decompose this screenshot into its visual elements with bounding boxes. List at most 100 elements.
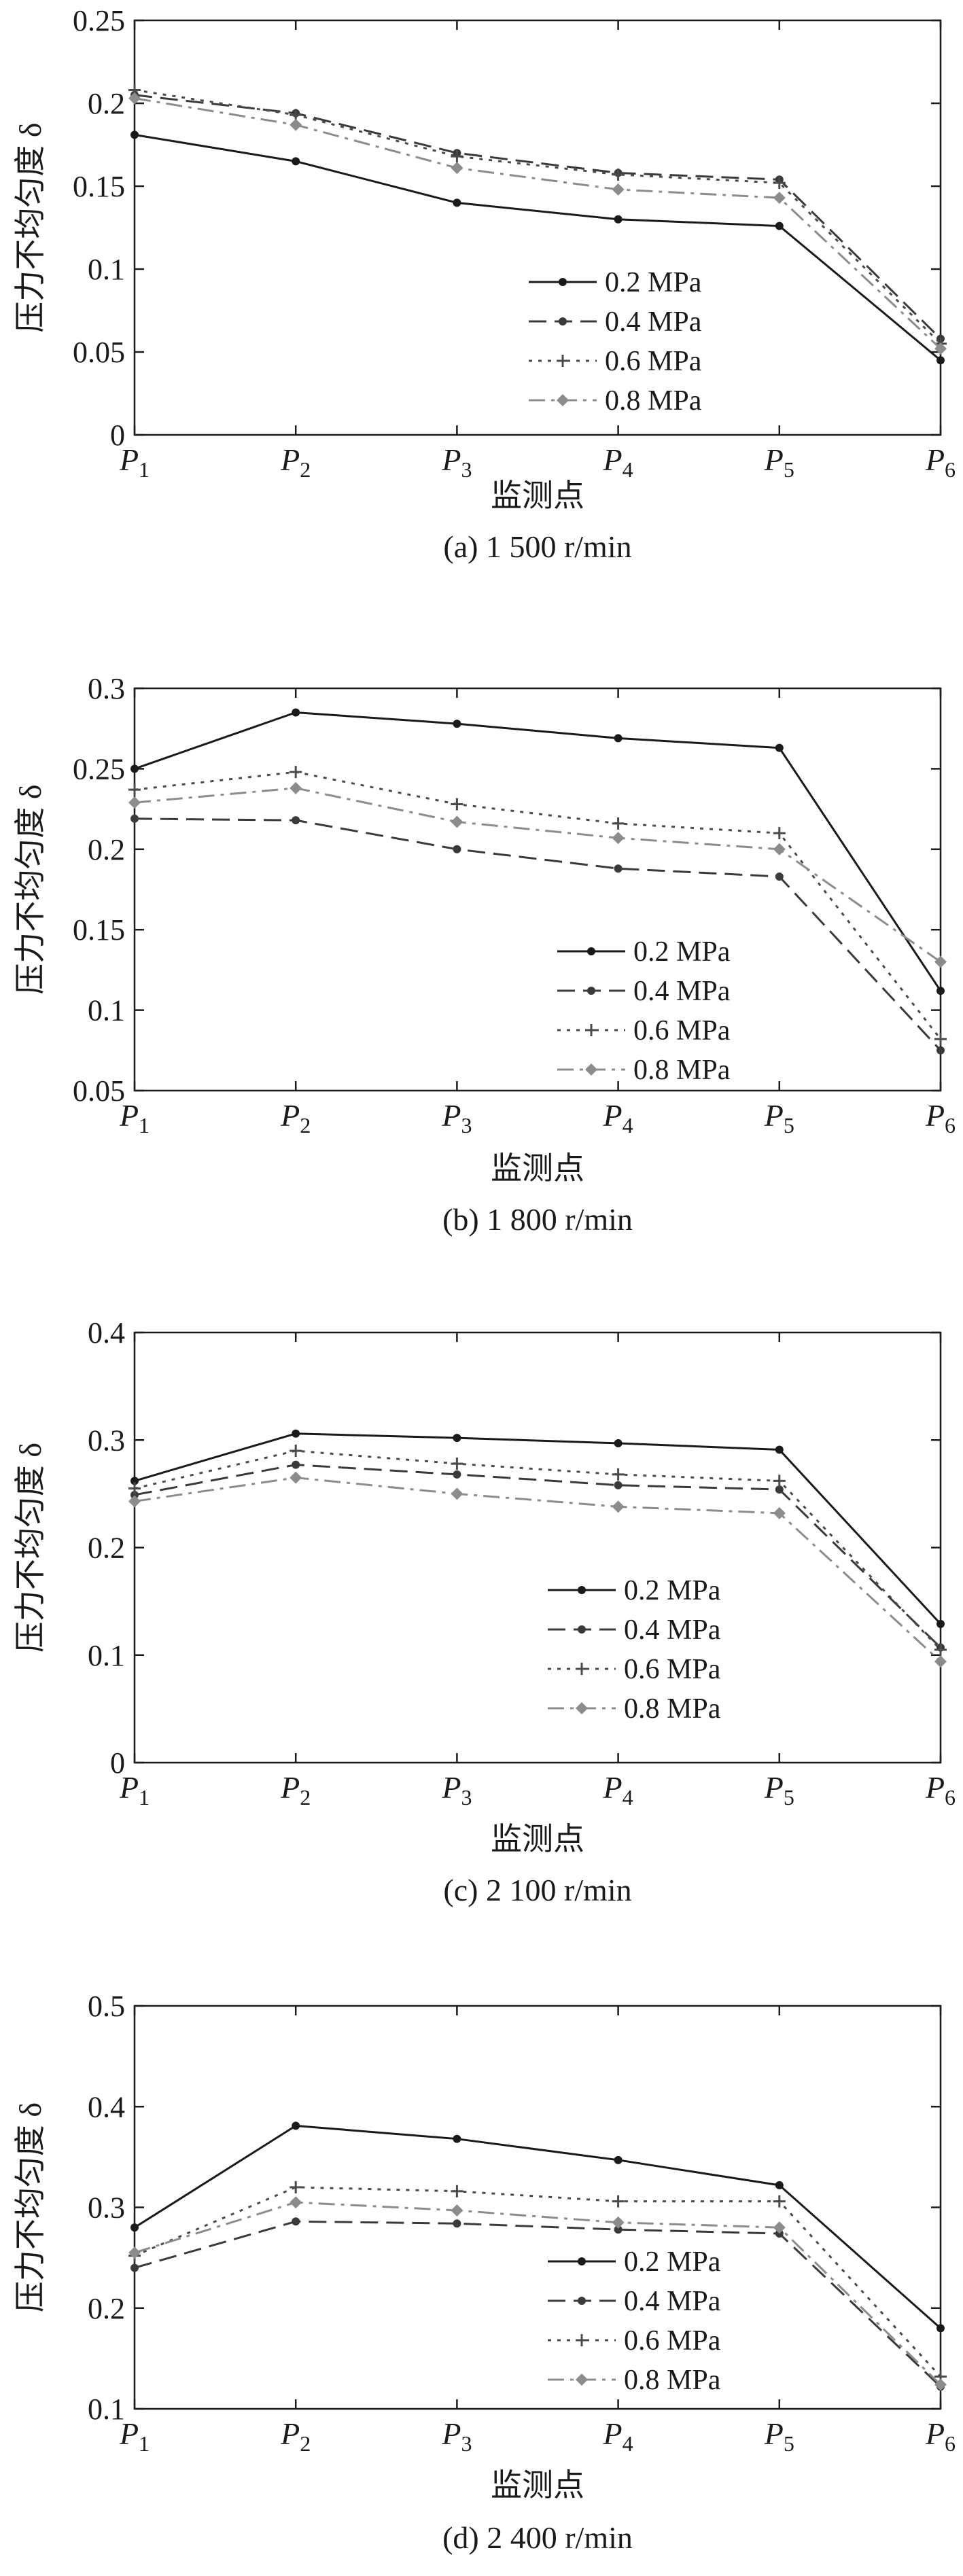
data-point (773, 177, 786, 190)
legend-label: 0.4 MPa (605, 306, 702, 338)
data-point (292, 2121, 300, 2130)
legend-marker (578, 2257, 586, 2265)
panel-caption: (c) 2 100 r/min (443, 1873, 631, 1907)
series-0-4-mpa (130, 90, 945, 343)
legend-label: 0.2 MPa (624, 1575, 721, 1606)
y-tick-label: 0.15 (73, 913, 125, 947)
chart-panel-d: 0.1 0.2 0.3 0.4 0.5 P1 P2 P3 P4 P5 P6 0.2 MPa 0.4 MP… (13, 1990, 956, 2555)
data-point (775, 743, 784, 752)
data-point (612, 2216, 625, 2229)
legend-label: 0.4 MPa (624, 2286, 721, 2317)
x-axis-label: 监测点 (491, 2468, 584, 2503)
legend-label: 0.8 MPa (633, 1055, 731, 1086)
data-point (773, 192, 786, 205)
x-tick-label: P6 (925, 2416, 956, 2456)
legend-marker (578, 1625, 586, 1634)
data-point (775, 222, 784, 230)
series-0-8-mpa (128, 1471, 947, 1668)
y-tick-label: 0.25 (73, 4, 125, 37)
legend-marker (587, 947, 595, 955)
legend: 0.2 MPa 0.4 MPa 0.6 MPa 0.8 MPa (548, 2246, 721, 2396)
data-point (934, 342, 947, 355)
data-point (451, 815, 463, 828)
data-point (453, 1434, 461, 1443)
x-tick-label: P3 (441, 1098, 472, 1137)
series-line (134, 88, 942, 345)
y-tick-label: 0.1 (88, 1639, 125, 1672)
series-line (134, 1477, 942, 1663)
x-axis-label: 监测点 (491, 478, 584, 513)
legend-label: 0.6 MPa (633, 1015, 731, 1046)
legend-label: 0.8 MPa (624, 2365, 721, 2396)
series-line (134, 711, 942, 992)
data-point (614, 864, 623, 873)
x-tick-label: P2 (280, 442, 311, 482)
data-point (773, 1475, 786, 1487)
series-0-2-mpa (130, 130, 945, 365)
x-axis-label: 监测点 (491, 1822, 584, 1856)
series-0-2-mpa (130, 708, 945, 995)
data-point (614, 215, 623, 224)
data-point (612, 1500, 625, 1513)
x-tick-label: P5 (764, 1098, 794, 1137)
y-tick-label: 0.1 (88, 253, 125, 286)
data-point (451, 1458, 463, 1470)
data-point (451, 150, 463, 163)
plot-frame (133, 19, 942, 436)
y-tick-label: 0 (110, 419, 125, 452)
legend-marker (587, 987, 595, 995)
data-point (130, 1477, 139, 1485)
x-tick-label: P3 (441, 1770, 472, 1810)
legend-label: 0.2 MPa (633, 936, 731, 968)
data-point (290, 1445, 302, 1458)
data-point (934, 2378, 947, 2391)
data-point (290, 781, 302, 794)
data-point (290, 1471, 302, 1484)
legend: 0.2 MPa 0.4 MPa 0.6 MPa 0.8 MPa (529, 267, 702, 417)
data-point (451, 162, 463, 175)
series-0-4-mpa (130, 2217, 945, 2391)
legend-label: 0.6 MPa (624, 1654, 721, 1685)
data-point (292, 816, 300, 825)
legend-marker (576, 2374, 588, 2386)
data-point (612, 168, 625, 181)
legend-label: 0.6 MPa (605, 346, 702, 377)
data-point (128, 783, 141, 796)
legend-label: 0.6 MPa (624, 2325, 721, 2357)
data-point (130, 2223, 139, 2232)
x-tick-label: P4 (603, 2416, 633, 2456)
series-0-8-mpa (128, 92, 947, 355)
data-point (130, 764, 139, 773)
data-point (130, 2263, 139, 2272)
series-0-8-mpa (128, 2196, 947, 2391)
x-tick-label: P3 (441, 442, 472, 482)
series-line (134, 1432, 942, 1625)
data-point (612, 817, 625, 830)
legend-marker (559, 317, 567, 325)
data-point (936, 2324, 945, 2333)
legend-marker (585, 1063, 597, 1076)
data-point (128, 92, 141, 105)
x-tick-label: P1 (119, 1098, 150, 1137)
x-tick-label: P6 (925, 1098, 956, 1137)
series-0-6-mpa (128, 84, 947, 350)
x-axis-label: 监测点 (491, 1151, 584, 1186)
data-point (773, 843, 786, 855)
data-point (130, 1490, 139, 1499)
series-line (134, 2124, 941, 2329)
legend-marker (559, 278, 567, 286)
x-tick-label: P5 (764, 2416, 794, 2456)
y-tick-label: 0.2 (88, 2292, 125, 2325)
legend: 0.2 MPa 0.4 MPa 0.6 MPa 0.8 MPa (557, 936, 731, 1086)
data-point (290, 118, 302, 131)
x-tick-label: P1 (119, 1770, 150, 1810)
y-tick-label: 0.15 (73, 170, 125, 203)
data-point (614, 1481, 623, 1489)
data-point (290, 766, 302, 779)
data-point (451, 2185, 463, 2198)
data-point (292, 708, 300, 717)
y-axis-label: 压力不均匀度 δ (13, 2102, 48, 2312)
x-tick-label: P1 (119, 2416, 150, 2456)
